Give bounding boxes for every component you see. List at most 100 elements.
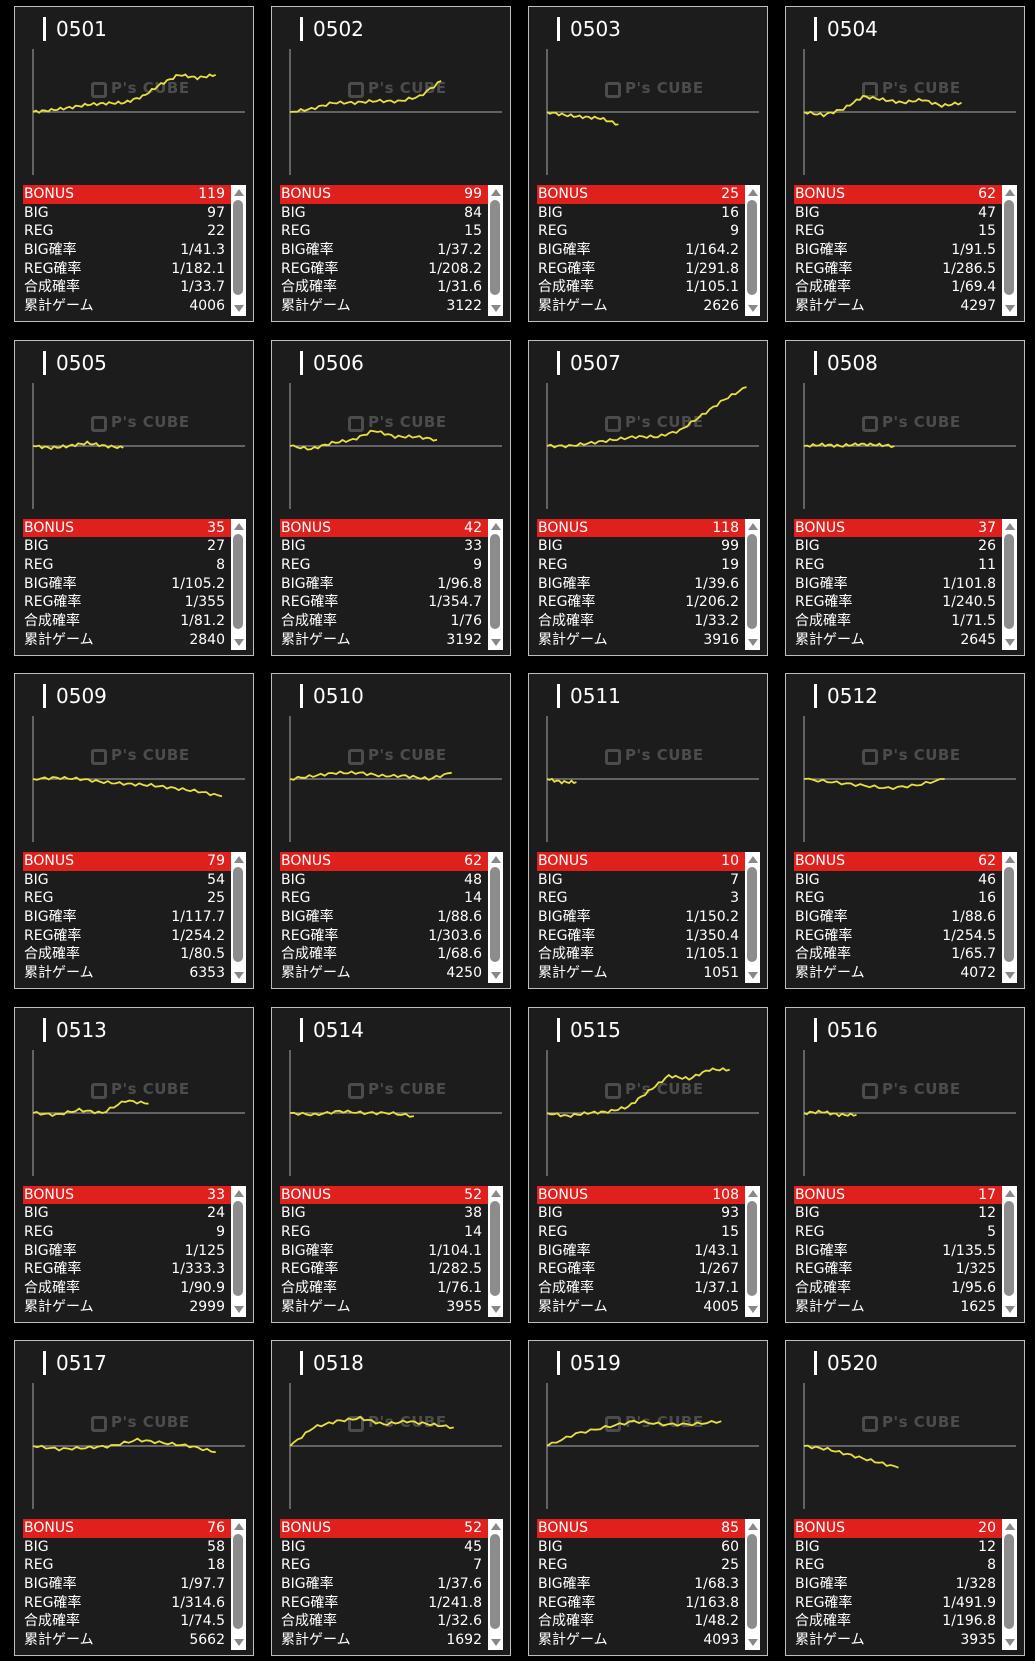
scroll-up-icon[interactable] — [748, 522, 758, 530]
machine-card[interactable]: 0517 P's CUBE BONUS 76 BIG 58 REG 18 BIG… — [14, 1340, 254, 1656]
scroll-down-icon[interactable] — [491, 305, 501, 312]
scroll-up-icon[interactable] — [491, 522, 501, 530]
scroll-up-icon[interactable] — [491, 189, 501, 196]
scrollbar[interactable] — [488, 1519, 503, 1650]
scroll-thumb[interactable] — [490, 200, 500, 295]
scroll-up-icon[interactable] — [491, 856, 501, 863]
scrollbar[interactable] — [231, 185, 246, 316]
scroll-thumb[interactable] — [233, 200, 243, 295]
scroll-up-icon[interactable] — [1005, 189, 1015, 196]
scroll-up-icon[interactable] — [234, 189, 244, 196]
scroll-down-icon[interactable] — [491, 1305, 501, 1313]
machine-card[interactable]: 0503 P's CUBE BONUS 25 BIG 16 REG 9 BIG確… — [528, 6, 768, 322]
scrollbar[interactable] — [1002, 1519, 1017, 1650]
scroll-thumb[interactable] — [233, 1534, 243, 1629]
scroll-thumb[interactable] — [747, 867, 757, 962]
scroll-up-icon[interactable] — [748, 1523, 758, 1530]
scroll-thumb[interactable] — [1004, 1200, 1014, 1296]
scroll-up-icon[interactable] — [748, 189, 758, 196]
scrollbar[interactable] — [745, 185, 760, 316]
scroll-thumb[interactable] — [490, 867, 500, 962]
scroll-up-icon[interactable] — [748, 856, 758, 863]
scrollbar[interactable] — [745, 852, 760, 983]
scroll-down-icon[interactable] — [748, 1305, 758, 1313]
scroll-thumb[interactable] — [490, 533, 500, 629]
machine-card[interactable]: 0511 P's CUBE BONUS 10 BIG 7 REG 3 BIG確率… — [528, 673, 768, 989]
machine-card[interactable]: 0519 P's CUBE BONUS 85 BIG 60 REG 25 BIG… — [528, 1340, 768, 1656]
scroll-down-icon[interactable] — [748, 638, 758, 646]
scroll-up-icon[interactable] — [1005, 856, 1015, 863]
machine-card[interactable]: 0505 P's CUBE BONUS 35 BIG 27 REG 8 BIG確… — [14, 339, 254, 656]
scroll-up-icon[interactable] — [748, 1189, 758, 1197]
scrollbar[interactable] — [1002, 852, 1017, 983]
machine-card[interactable]: 0512 P's CUBE BONUS 62 BIG 46 REG 16 BIG… — [785, 673, 1025, 989]
scroll-thumb[interactable] — [747, 1200, 757, 1296]
scroll-thumb[interactable] — [1004, 200, 1014, 295]
scroll-thumb[interactable] — [233, 533, 243, 629]
scroll-up-icon[interactable] — [1005, 1523, 1015, 1530]
machine-card[interactable]: 0504 P's CUBE BONUS 62 BIG 47 REG 15 BIG… — [785, 6, 1025, 322]
scroll-down-icon[interactable] — [1005, 305, 1015, 312]
machine-card[interactable]: 0502 P's CUBE BONUS 99 BIG 84 REG 15 BIG… — [271, 6, 511, 322]
scroll-up-icon[interactable] — [234, 522, 244, 530]
scrollbar[interactable] — [745, 1185, 760, 1317]
scroll-down-icon[interactable] — [748, 305, 758, 312]
scroll-thumb[interactable] — [1004, 533, 1014, 629]
scroll-thumb[interactable] — [233, 867, 243, 962]
machine-card[interactable]: 0506 P's CUBE BONUS 42 BIG 33 REG 9 BIG確… — [271, 339, 511, 656]
scroll-down-icon[interactable] — [1005, 638, 1015, 646]
scrollbar[interactable] — [745, 1519, 760, 1650]
scroll-down-icon[interactable] — [234, 305, 244, 312]
scroll-down-icon[interactable] — [1005, 972, 1015, 979]
scroll-up-icon[interactable] — [234, 1189, 244, 1197]
scrollbar[interactable] — [231, 852, 246, 983]
scroll-down-icon[interactable] — [234, 1639, 244, 1646]
scrollbar[interactable] — [488, 185, 503, 316]
scroll-thumb[interactable] — [490, 1200, 500, 1296]
scroll-thumb[interactable] — [747, 533, 757, 629]
scrollbar[interactable] — [231, 1185, 246, 1317]
scroll-thumb[interactable] — [490, 1534, 500, 1629]
scrollbar[interactable] — [488, 852, 503, 983]
scroll-down-icon[interactable] — [748, 972, 758, 979]
scrollbar[interactable] — [231, 518, 246, 650]
machine-card[interactable]: 0508 P's CUBE BONUS 37 BIG 26 REG 11 BIG… — [785, 339, 1025, 656]
scroll-down-icon[interactable] — [1005, 1639, 1015, 1646]
scrollbar[interactable] — [745, 518, 760, 650]
scroll-up-icon[interactable] — [1005, 522, 1015, 530]
machine-card[interactable]: 0515 P's CUBE BONUS 108 BIG 93 REG 15 BI… — [528, 1006, 768, 1323]
scroll-down-icon[interactable] — [491, 1639, 501, 1646]
scroll-thumb[interactable] — [233, 1200, 243, 1296]
scrollbar[interactable] — [1002, 518, 1017, 650]
scroll-up-icon[interactable] — [491, 1189, 501, 1197]
scroll-down-icon[interactable] — [234, 638, 244, 646]
scroll-up-icon[interactable] — [1005, 1189, 1015, 1197]
scroll-down-icon[interactable] — [491, 638, 501, 646]
machine-card[interactable]: 0510 P's CUBE BONUS 62 BIG 48 REG 14 BIG… — [271, 673, 511, 989]
scroll-down-icon[interactable] — [491, 972, 501, 979]
machine-card[interactable]: 0520 P's CUBE BONUS 20 BIG 12 REG 8 BIG確… — [785, 1340, 1025, 1656]
machine-card[interactable]: 0514 P's CUBE BONUS 52 BIG 38 REG 14 BIG… — [271, 1006, 511, 1323]
scroll-thumb[interactable] — [1004, 1534, 1014, 1629]
scrollbar[interactable] — [488, 518, 503, 650]
machine-card[interactable]: 0518 P's CUBE BONUS 52 BIG 45 REG 7 BIG確… — [271, 1340, 511, 1656]
machine-card[interactable]: 0509 P's CUBE BONUS 79 BIG 54 REG 25 BIG… — [14, 673, 254, 989]
scrollbar[interactable] — [1002, 185, 1017, 316]
scroll-down-icon[interactable] — [234, 1305, 244, 1313]
scroll-thumb[interactable] — [747, 200, 757, 295]
scroll-down-icon[interactable] — [748, 1639, 758, 1646]
scroll-thumb[interactable] — [1004, 867, 1014, 962]
scroll-down-icon[interactable] — [1005, 1305, 1015, 1313]
machine-card[interactable]: 0507 P's CUBE BONUS 118 BIG 99 REG 19 BI… — [528, 339, 768, 656]
machine-card[interactable]: 0516 P's CUBE BONUS 17 BIG 12 REG 5 BIG確… — [785, 1006, 1025, 1323]
scroll-up-icon[interactable] — [234, 1523, 244, 1530]
machine-card[interactable]: 0513 P's CUBE BONUS 33 BIG 24 REG 9 BIG確… — [14, 1006, 254, 1323]
scrollbar[interactable] — [488, 1185, 503, 1317]
scroll-down-icon[interactable] — [234, 972, 244, 979]
scroll-thumb[interactable] — [747, 1534, 757, 1629]
scrollbar[interactable] — [231, 1519, 246, 1650]
machine-card[interactable]: 0501 P's CUBE BONUS 119 BIG 97 REG 22 BI… — [14, 6, 254, 322]
scroll-up-icon[interactable] — [491, 1523, 501, 1530]
scrollbar[interactable] — [1002, 1185, 1017, 1317]
scroll-up-icon[interactable] — [234, 856, 244, 863]
